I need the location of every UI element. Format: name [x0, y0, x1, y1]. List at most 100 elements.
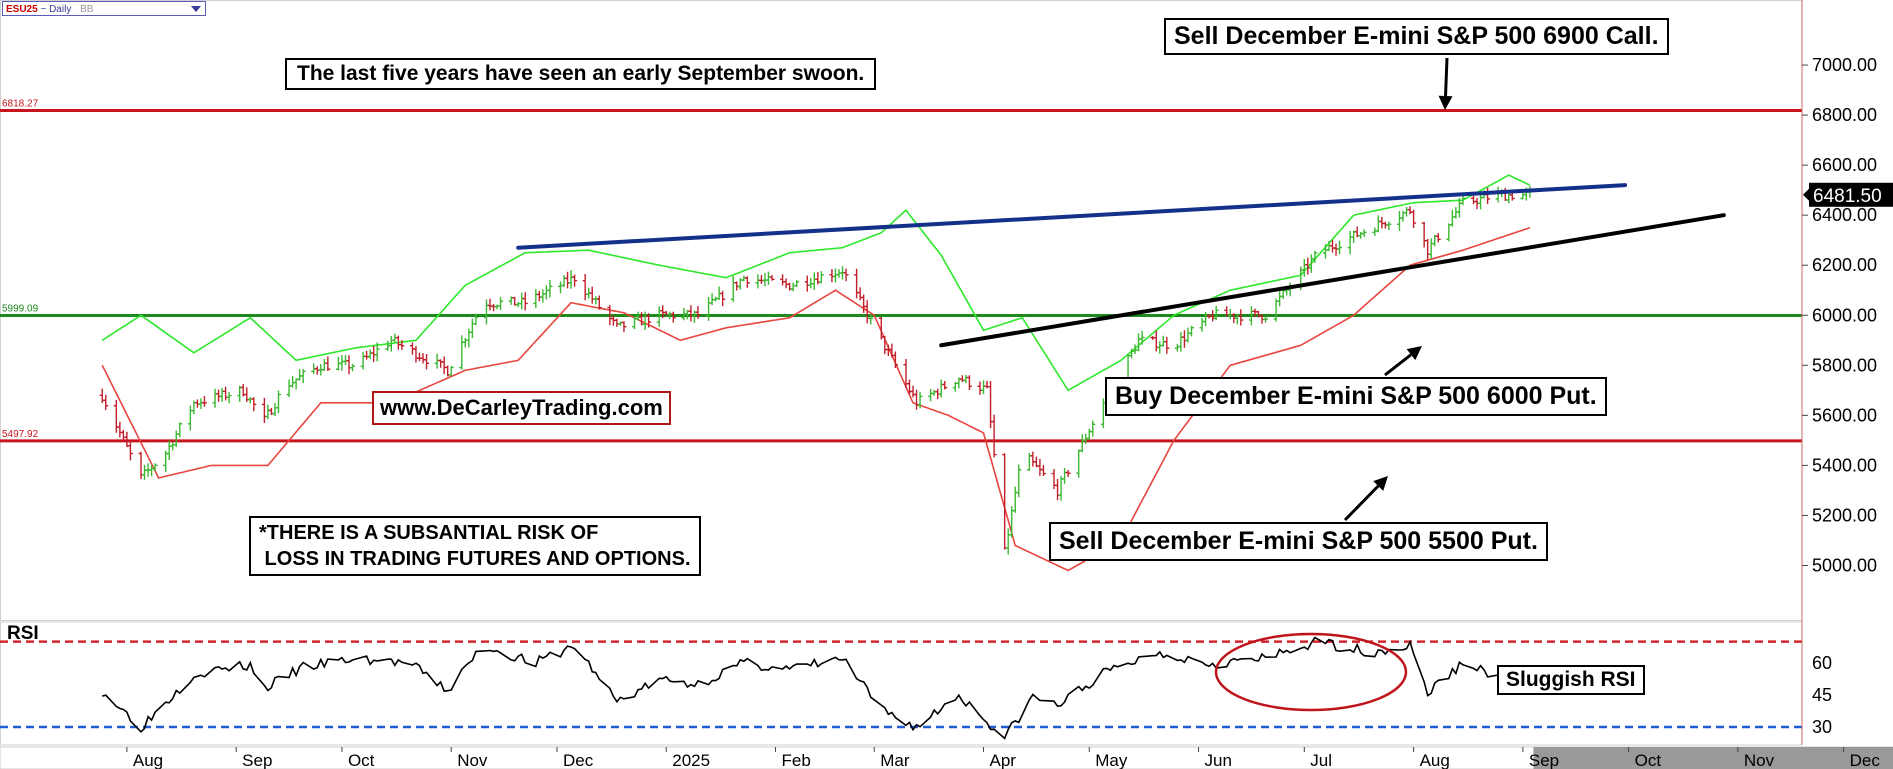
- rsi-line: [102, 636, 1531, 740]
- sell-put-text: Sell December E-mini S&P 500 5500 Put.: [1059, 527, 1538, 555]
- buy-put-arrow-shaft: [1384, 353, 1412, 377]
- price-bar-31: [251, 397, 257, 412]
- price-bar-131: [744, 276, 750, 288]
- rsi-title: RSI: [7, 623, 39, 644]
- price-bar-71: [448, 365, 454, 376]
- website-text: www.DeCarleyTrading.com: [380, 395, 663, 420]
- last-price-label: 6481.50: [1813, 186, 1882, 207]
- price-bar-91: [547, 280, 553, 298]
- time-tick-label-11: Jul: [1310, 751, 1332, 769]
- risk-line-2: LOSS IN TRADING FUTURES AND OPTIONS.: [259, 548, 691, 570]
- price-bar-176: [966, 375, 972, 391]
- swoon-text: The last five years have seen an early S…: [297, 62, 865, 85]
- buy-put-text: Buy December E-mini S&P 500 6000 Put.: [1115, 382, 1597, 410]
- time-tick-label-0: Aug: [133, 751, 163, 769]
- price-tick-label-0: 5000.00: [1812, 555, 1877, 575]
- rsi-tick-label-0: 30: [1812, 717, 1832, 737]
- price-bar-66: [424, 353, 430, 370]
- price-bar-156: [868, 314, 874, 325]
- price-bar-81: [498, 296, 504, 311]
- time-tick-label-15: Nov: [1744, 751, 1775, 769]
- price-bar-161: [892, 351, 898, 369]
- risk-line-1: *THERE IS A SUBSANTIAL RISK OF: [259, 522, 599, 544]
- swoon-note: The last five years have seen an early S…: [285, 58, 877, 90]
- last-price-pointer: [1803, 188, 1809, 201]
- price-bar-146: [818, 271, 824, 284]
- buy-put-note: Buy December E-mini S&P 500 6000 Put.: [1105, 377, 1607, 416]
- time-tick-label-5: 2025: [672, 751, 710, 769]
- price-bar-86: [522, 292, 528, 311]
- price-bar-231: [1238, 309, 1244, 326]
- price-bar-96: [572, 274, 578, 287]
- resistance-trendline: [516, 183, 1628, 250]
- price-bar-261: [1386, 221, 1392, 231]
- price-tick-label-1: 5200.00: [1812, 505, 1877, 525]
- price-bar-61: [399, 340, 405, 350]
- buy-put-arrow-head: [1406, 346, 1422, 361]
- time-tick-label-12: Aug: [1420, 751, 1450, 769]
- last-price-badge: [1809, 182, 1893, 207]
- price-bar-136: [769, 275, 775, 281]
- future-region: [1533, 747, 1893, 769]
- sell-call-note: Sell December E-mini S&P 500 6900 Call.: [1164, 18, 1669, 55]
- risk-disclaimer: *THERE IS A SUBSANTIAL RISK OF LOSS IN T…: [249, 516, 701, 576]
- price-tick-label-6: 6200.00: [1812, 255, 1877, 275]
- sluggish-rsi-note: Sluggish RSI: [1497, 665, 1645, 695]
- price-tick-label-4: 5800.00: [1812, 355, 1877, 375]
- price-bar-6: [127, 441, 133, 461]
- rsi-highlight-ellipse: [1214, 632, 1408, 712]
- price-bar-256: [1361, 229, 1367, 238]
- price-bar-181: [991, 414, 997, 458]
- time-tick-label-3: Nov: [457, 751, 488, 769]
- price-bar-56: [374, 342, 380, 362]
- bollinger-lower-band: [101, 226, 1531, 572]
- time-axis-area: [0, 746, 1893, 769]
- price-bar-76: [473, 313, 479, 326]
- sell-put-arrow-shaft: [1343, 484, 1380, 522]
- price-panel: 6818.27 5999.09 5497.92: [0, 0, 1803, 685]
- chevron-down-icon[interactable]: [191, 6, 201, 12]
- time-tick-label-7: Mar: [880, 751, 910, 769]
- price-tick-label-3: 5600.00: [1812, 405, 1877, 425]
- price-bar-201: [1090, 420, 1096, 437]
- price-bar-51: [350, 363, 356, 372]
- sell-call-arrow-head: [1438, 95, 1453, 110]
- price-tick-label-10: 7000.00: [1812, 55, 1877, 75]
- sell-put-arrow-head: [1373, 476, 1388, 491]
- bollinger-upper-band: [101, 174, 1531, 392]
- symbol-interval: ~ Daily: [40, 4, 72, 15]
- price-bar-211: [1139, 330, 1145, 345]
- price-bar-266: [1411, 209, 1417, 229]
- sell-put-note: Sell December E-mini S&P 500 5500 Put.: [1049, 522, 1548, 561]
- price-bar-236: [1263, 316, 1269, 323]
- price-bar-166: [917, 391, 923, 409]
- price-bar-36: [275, 390, 281, 414]
- price-tick-label-7: 6400.00: [1812, 205, 1877, 225]
- symbol-code: ESU25: [6, 4, 38, 15]
- symbol-selector[interactable]: ESU25 ~ Daily BB: [2, 1, 206, 16]
- website-note: www.DeCarleyTrading.com: [372, 391, 671, 425]
- price-bar-11: [152, 463, 158, 472]
- price-bar-121: [695, 306, 701, 319]
- time-tick-label-14: Oct: [1635, 751, 1662, 769]
- buy-put-arrow: [1384, 346, 1422, 377]
- price-bar-21: [201, 396, 207, 407]
- price-bar-126: [720, 290, 726, 307]
- price-tick-label-8: 6600.00: [1812, 155, 1877, 175]
- rsi-tick-label-2: 60: [1812, 653, 1832, 673]
- time-tick-label-8: Apr: [990, 751, 1017, 769]
- price-axis-area: [1802, 0, 1893, 769]
- time-tick-label-10: Jun: [1205, 751, 1232, 769]
- level-label-0: 6818.27: [2, 99, 39, 110]
- price-tick-label-9: 6800.00: [1812, 105, 1877, 125]
- price-bar-46: [325, 356, 331, 372]
- price-bar-101: [596, 295, 602, 310]
- sell-put-arrow: [1343, 476, 1388, 522]
- price-bar-106: [621, 321, 627, 333]
- price-bar-226: [1213, 305, 1219, 321]
- sluggish-rsi-text: Sluggish RSI: [1506, 668, 1636, 691]
- price-bar-1: [103, 394, 109, 411]
- data-source: BB: [80, 4, 94, 15]
